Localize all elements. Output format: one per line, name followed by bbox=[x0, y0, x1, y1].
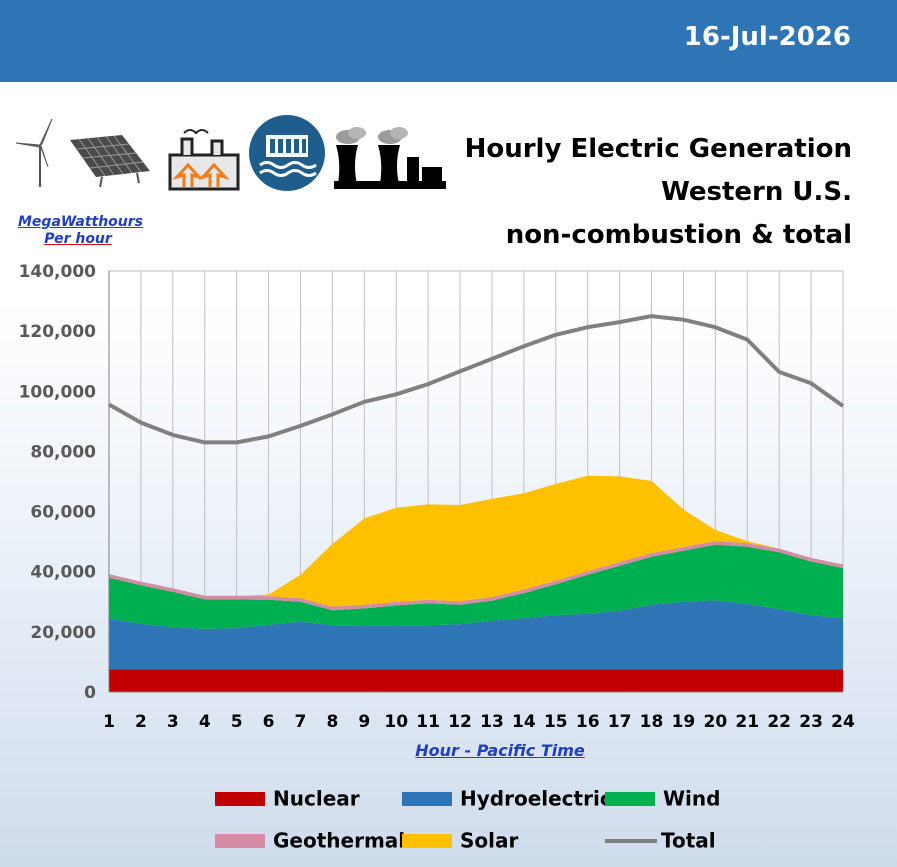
legend-swatch-total bbox=[605, 838, 657, 843]
x-tick-label: 14 bbox=[512, 712, 536, 732]
generation-source-icons bbox=[15, 115, 446, 191]
legend-swatch-hydroelectric bbox=[402, 791, 452, 806]
legend-item-solar: Solar bbox=[402, 827, 518, 853]
legend-swatch-nuclear bbox=[215, 791, 265, 806]
y-tick-label: 120,000 bbox=[19, 322, 97, 342]
area-nuclear bbox=[109, 669, 843, 692]
y-tick-label: 60,000 bbox=[30, 503, 96, 523]
legend-label-geothermal: Geothermal bbox=[273, 828, 406, 853]
nuclear-plant-icon bbox=[334, 127, 446, 189]
x-tick-label: 5 bbox=[231, 712, 243, 732]
x-tick-label: 10 bbox=[384, 712, 408, 732]
x-tick-label: 1 bbox=[103, 712, 115, 732]
legend-label-wind: Wind bbox=[663, 786, 721, 811]
solar-panel-icon bbox=[70, 135, 150, 188]
geothermal-plant-icon bbox=[168, 129, 240, 191]
x-tick-label: 22 bbox=[767, 712, 791, 732]
generation-chart: 0 20,000 40,000 60,000 80,000 100,000 120,000 1… bbox=[19, 262, 855, 732]
line-total bbox=[108, 314, 845, 445]
chart-subtitle-scope: non-combustion & total bbox=[505, 220, 852, 250]
x-tick-label: 3 bbox=[167, 712, 179, 732]
x-tick-label: 12 bbox=[448, 712, 472, 732]
legend-item-wind: Wind bbox=[605, 785, 720, 811]
x-tick-label: 23 bbox=[799, 712, 823, 732]
legend-swatch-geothermal bbox=[215, 833, 265, 848]
x-axis-title: Hour - Pacific Time bbox=[415, 741, 585, 760]
y-axis-unit-line1: MegaWatthours bbox=[18, 214, 144, 230]
x-tick-label: 20 bbox=[704, 712, 728, 732]
y-axis-unit-label: MegaWatthours Per hour bbox=[18, 214, 144, 248]
legend-swatch-wind bbox=[605, 791, 655, 806]
wind-turbine-icon bbox=[15, 118, 53, 187]
legend-label-hydroelectric: Hydroelectric bbox=[460, 786, 612, 811]
x-tick-label: 8 bbox=[326, 712, 338, 732]
chart-legend: Nuclear Hydroelectric Wind Geothermal So… bbox=[215, 785, 775, 865]
x-tick-label: 11 bbox=[416, 712, 440, 732]
y-axis-unit-line2: Per hour bbox=[44, 231, 112, 247]
area-hydroelectric bbox=[109, 600, 843, 670]
x-tick-label: 18 bbox=[640, 712, 664, 732]
header-bar: 16-Jul-2026 bbox=[0, 0, 897, 82]
y-tick-label: 40,000 bbox=[30, 563, 96, 583]
y-tick-label: 20,000 bbox=[30, 623, 96, 643]
y-tick-label: 100,000 bbox=[19, 382, 97, 402]
chart-title-block: Hourly Electric Generation Western U.S. … bbox=[465, 128, 852, 257]
x-tick-label: 2 bbox=[135, 712, 147, 732]
x-tick-label: 4 bbox=[199, 712, 211, 732]
area-geothermal bbox=[109, 541, 843, 611]
legend-label-total: Total bbox=[661, 828, 716, 853]
legend-label-nuclear: Nuclear bbox=[273, 786, 360, 811]
x-tick-label: 7 bbox=[295, 712, 307, 732]
y-tick-label: 140,000 bbox=[19, 262, 97, 282]
area-solar bbox=[109, 475, 843, 607]
legend-item-hydroelectric: Hydroelectric bbox=[402, 785, 612, 811]
chart-title: Hourly Electric Generation bbox=[464, 134, 852, 164]
y-tick-label: 80,000 bbox=[30, 442, 96, 462]
x-tick-label: 13 bbox=[480, 712, 504, 732]
x-tick-label: 21 bbox=[735, 712, 759, 732]
legend-item-geothermal: Geothermal bbox=[215, 827, 405, 853]
x-tick-label: 6 bbox=[263, 712, 275, 732]
x-tick-label: 9 bbox=[358, 712, 370, 732]
x-tick-label: 17 bbox=[608, 712, 632, 732]
hydroelectric-dam-icon bbox=[249, 115, 325, 191]
legend-item-nuclear: Nuclear bbox=[215, 785, 360, 811]
legend-item-total: Total bbox=[605, 827, 716, 853]
x-tick-label: 19 bbox=[672, 712, 696, 732]
legend-swatch-solar bbox=[402, 833, 452, 848]
report-date: 16-Jul-2026 bbox=[683, 22, 851, 52]
x-tick-label: 16 bbox=[576, 712, 600, 732]
area-wind bbox=[109, 544, 843, 629]
chart-subtitle-region: Western U.S. bbox=[661, 177, 852, 207]
x-tick-label: 15 bbox=[544, 712, 568, 732]
x-tick-label: 24 bbox=[831, 712, 855, 732]
legend-label-solar: Solar bbox=[460, 828, 519, 853]
y-tick-label: 0 bbox=[84, 683, 96, 703]
